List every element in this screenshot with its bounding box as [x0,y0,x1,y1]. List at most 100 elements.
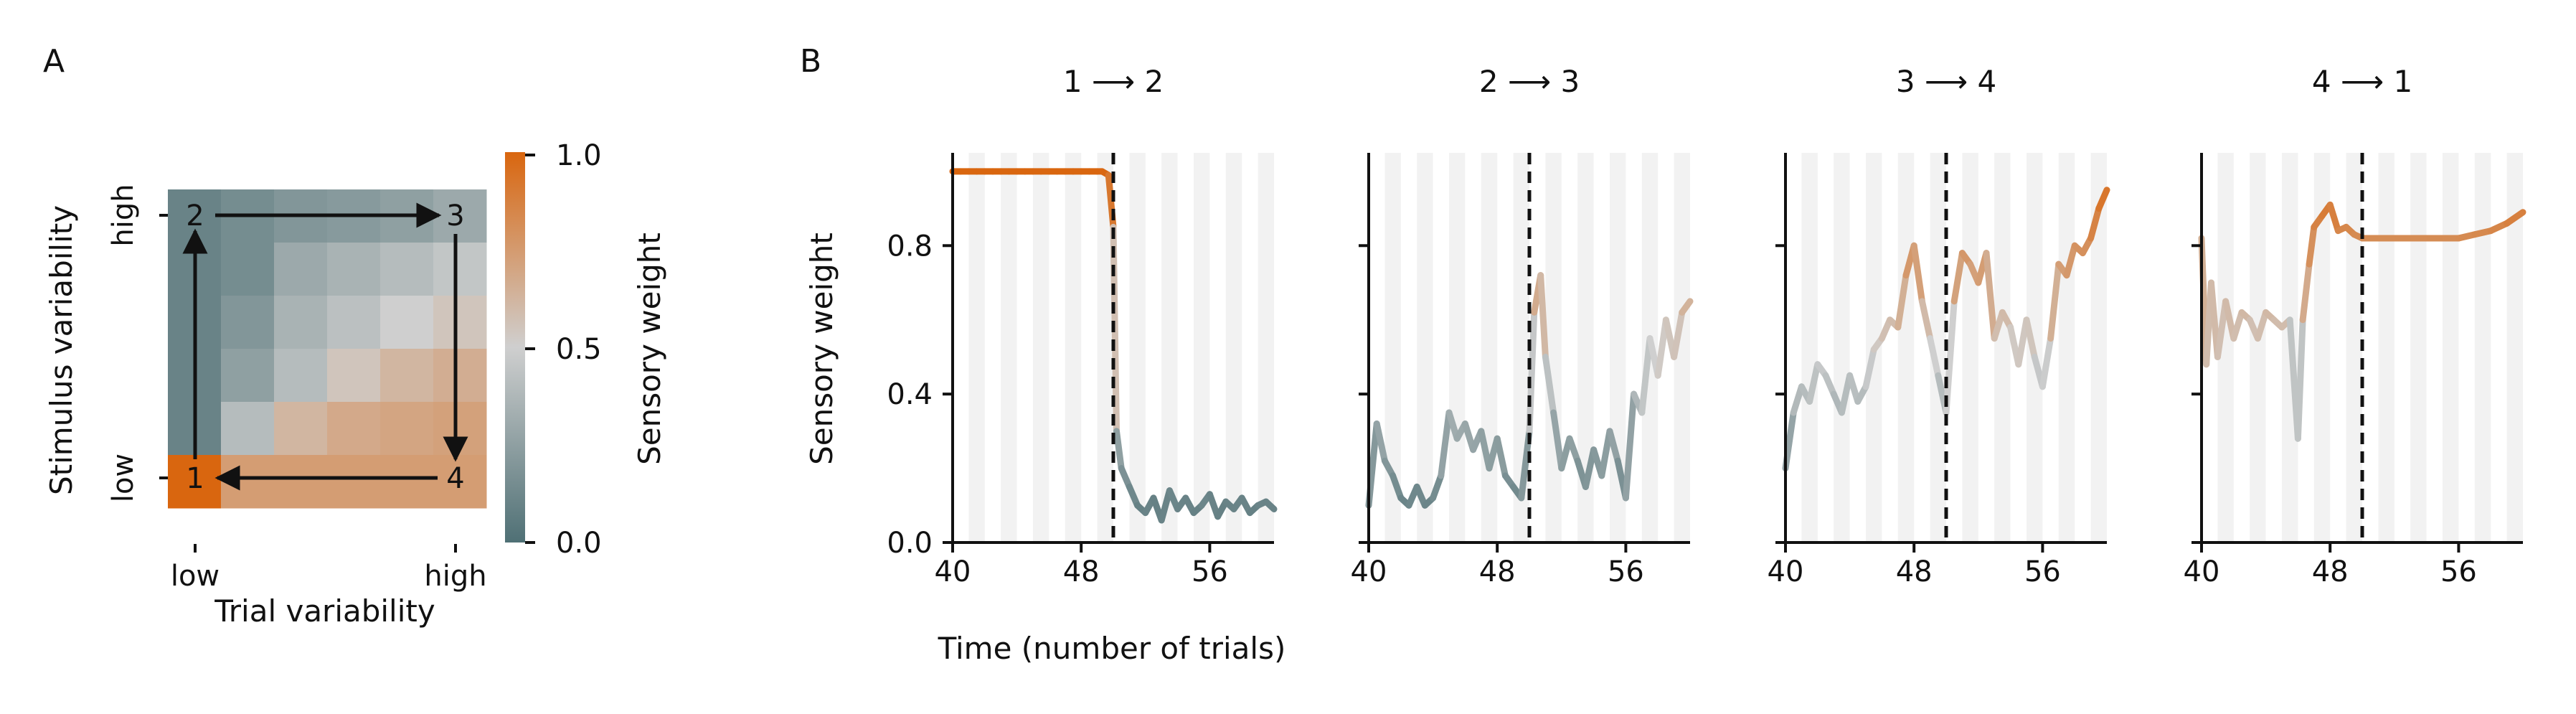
heatmap-cell [380,296,434,349]
trial-band [1994,153,2011,542]
series-segment [1790,383,1805,416]
trial-band [1384,153,1401,542]
x-tick-label: 40 [1351,555,1387,588]
series-segment [2087,205,2103,242]
series-segment [1918,298,1934,342]
panel-title: 3 ⟶ 4 [1896,64,1996,99]
series-segment [2504,209,2527,227]
series-segment [1373,421,1388,464]
heatmap-ytick-low: low [107,454,140,502]
trial-band [1225,153,1242,542]
series-segment [1910,242,1925,305]
trial-band [2217,153,2234,542]
series-segment [1566,435,1581,464]
heatmap-xtick-low: low [171,560,220,593]
x-tick-label: 56 [2440,555,2477,588]
series-segment [2306,223,2318,268]
panel-label-a: A [43,43,65,80]
heatmap-cell [327,243,381,296]
series-segment [1126,483,1141,509]
colorbar-gradient [505,152,525,542]
trial-band [2090,153,2107,542]
line-panels: 40 48 56 0.0 0.4 0.8 1 ⟶ 2 40 48 56 2 ⟶ 3 40 48 56 3 ⟶… [887,64,2527,588]
series-segment [1430,472,1445,502]
series-segment [2299,260,2313,324]
trial-band [1097,153,1113,542]
trial-band [1449,153,1466,542]
series-segment [2023,316,2038,360]
series-segment [1983,250,1998,342]
heatmap-cell [274,243,328,296]
y-tick-label: 0.4 [887,378,933,411]
trial-band [1962,153,1978,542]
series-segment [1390,472,1405,502]
trial-band [1417,153,1433,542]
series-segment [2095,187,2110,212]
trial-band [2410,153,2427,542]
trial-band [2250,153,2266,542]
heatmap-cell [433,243,487,296]
series-segment [1494,435,1509,479]
series-segment [1654,316,1669,379]
heatmap-xlabel: Trial variability [214,593,435,629]
series-segment [1991,309,2006,342]
heatmap-cell [274,296,328,349]
trial-band [1258,153,1274,542]
line-panel-2: 40 48 56 2 ⟶ 3 [1351,64,1694,588]
series-segment [1606,428,1621,464]
series-segment [1950,250,1966,305]
heatmap-ytick-high: high [107,184,140,246]
series-segment [1927,335,1942,379]
colorbar: 1.0 0.5 0.0 Sensory weight [505,139,667,560]
trial-band [1930,153,1946,542]
x-tick-label: 40 [2184,555,2220,588]
panel-label-b: B [800,43,821,80]
corner-label-4: 4 [446,462,464,495]
heatmap-cell [274,402,328,456]
heatmap-cell [327,349,381,403]
series-segment [1118,465,1133,490]
transition-arrows [182,202,468,491]
trial-band [1129,153,1146,542]
x-tick-label: 56 [1608,555,1644,588]
corner-label-3: 3 [446,199,464,232]
colorbar-label-0: 0.0 [556,527,602,560]
series-segment [1598,428,1613,479]
trial-band [968,153,985,542]
heatmap-cell [327,455,381,509]
series-segment [1445,409,1461,442]
heatmap-cell [221,296,275,349]
line-panel-4: 40 48 56 4 ⟶ 1 [2184,64,2527,588]
panel-title: 1 ⟶ 2 [1063,64,1164,99]
heatmap-cell [433,349,487,403]
x-tick-label: 56 [1192,555,1228,588]
line-panel-1: 40 48 56 0.0 0.4 0.8 1 ⟶ 2 [887,64,1278,588]
series-segment [1542,353,1557,416]
series-segment [2254,309,2270,342]
trial-band [1065,153,1082,542]
trial-band [1161,153,1178,542]
corner-label-1: 1 [186,462,204,495]
x-tick-label: 48 [2312,555,2349,588]
trial-band [2346,153,2362,542]
heatmap-cell [433,296,487,349]
lines-ylabel: Sensory weight [804,232,839,465]
series-segment [1526,309,1538,435]
lines-xlabel: Time (number of trials) [938,631,1286,666]
series-segment [2047,260,2062,342]
heatmap-cell [327,402,381,456]
series-segment [2063,242,2078,279]
heatmap-cell [221,243,275,296]
heatmap-axes: low high high low Trial variability Stim… [44,184,487,629]
series-segment [1846,372,1862,405]
series-segment [2230,309,2245,342]
trial-band [1194,153,1210,542]
colorbar-label-1: 1.0 [556,139,602,172]
trial-band [1801,153,1818,542]
trial-band [1481,153,1498,542]
x-tick-label: 56 [2024,555,2061,588]
series-segment [1638,335,1653,416]
heatmap-cell [433,189,487,243]
heatmap-cell [221,349,275,403]
